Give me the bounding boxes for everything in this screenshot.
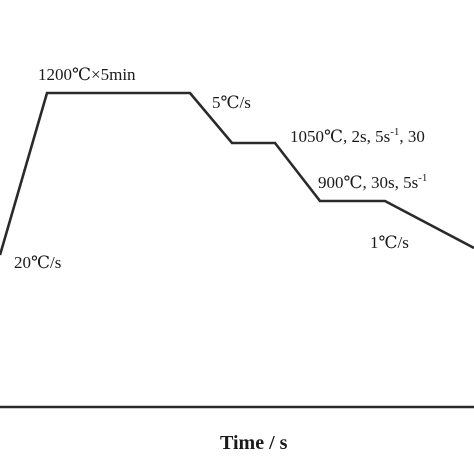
deformation-2-text: 900℃, 30s, 5s xyxy=(318,173,418,192)
cooling-rate-1-label: 5℃/s xyxy=(212,93,251,112)
temperature-profile-line xyxy=(0,91,474,256)
heating-rate-label: 20℃/s xyxy=(14,253,61,272)
deformation-2-exponent: -1 xyxy=(418,172,427,184)
deformation-1-text: 1050℃, 2s, 5s xyxy=(290,127,390,146)
cooling-rate-2-label: 1℃/s xyxy=(370,233,409,252)
deformation-1-label: 1050℃, 2s, 5s-1, 30 xyxy=(290,126,425,146)
deformation-2-label: 900℃, 30s, 5s-1 xyxy=(318,172,427,192)
deformation-1-exponent: -1 xyxy=(390,126,399,138)
deformation-1-suffix: , 30 xyxy=(399,127,425,146)
x-axis-title: Time / s xyxy=(220,432,288,454)
hold-label: 1200℃×5min xyxy=(38,65,136,84)
